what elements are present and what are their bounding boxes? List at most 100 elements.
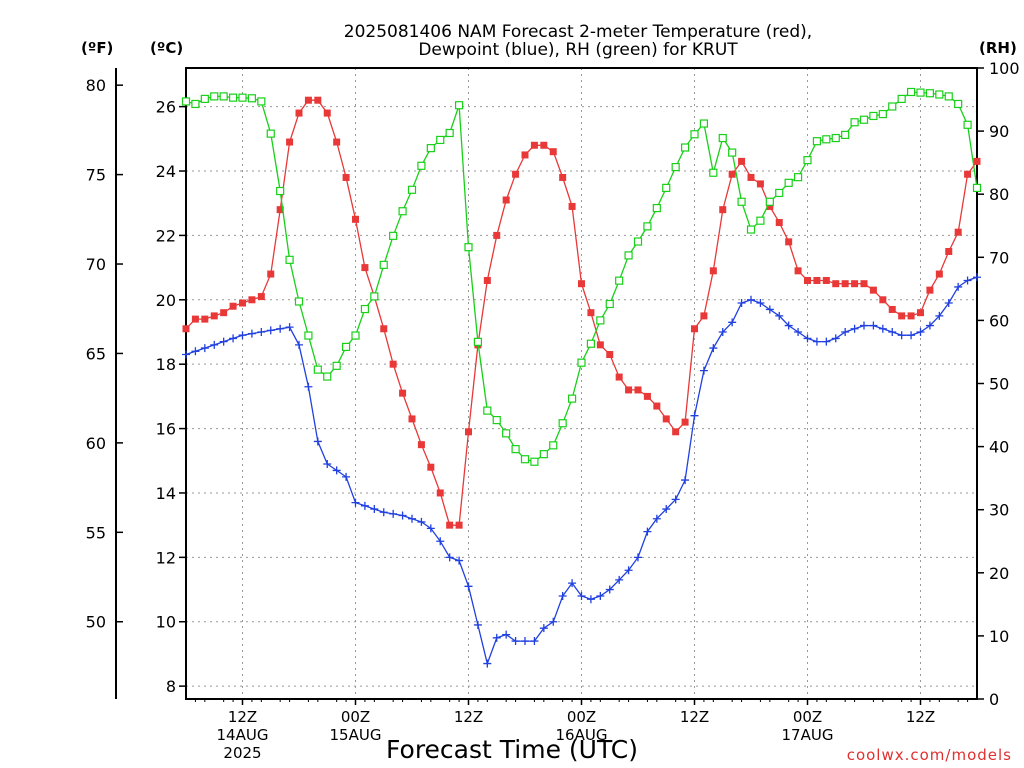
rh-point [972, 183, 982, 192]
rh-point [567, 394, 577, 403]
dewpoint-point [747, 295, 755, 304]
dewpoint-point [473, 620, 482, 629]
rh-point [539, 450, 548, 459]
temperature-point [879, 296, 887, 304]
chart-title-line-2: Dewpoint (blue), RH (green) for KRUT [418, 40, 738, 60]
rh-point [323, 372, 332, 381]
temperature-point [446, 521, 454, 529]
dewpoint-point [624, 566, 633, 575]
temperature-point [606, 351, 614, 359]
dewpoint-point [351, 498, 360, 507]
dewpoint-point [586, 595, 595, 604]
dewpoint-point [332, 466, 341, 475]
rh-point [897, 94, 906, 104]
rh-point [219, 92, 228, 101]
rh-tick-label: 90 [989, 122, 1009, 141]
temperature-point [794, 267, 802, 275]
temperature-point [540, 141, 548, 149]
dewpoint-point [775, 311, 784, 320]
dewpoint-point [426, 524, 435, 533]
temperature-point [436, 489, 444, 497]
rh-point [615, 276, 624, 285]
rh-point [520, 455, 530, 464]
dewpoint-point [436, 537, 445, 546]
temperature-point [257, 293, 265, 301]
temperature-point [869, 286, 877, 294]
fahrenheit-tick-label: 55 [86, 523, 106, 542]
temperature-point [408, 415, 416, 423]
temperature-point [239, 299, 246, 307]
rh-point [671, 162, 680, 172]
temperature-point [352, 215, 359, 223]
dewpoint-point [596, 591, 605, 600]
temperature-point [813, 276, 821, 284]
rh-tick-label: 0 [989, 690, 999, 709]
rh-tick-label: 60 [989, 311, 1009, 330]
dewpoint-point [229, 334, 238, 343]
fahrenheit-tick-label: 70 [86, 255, 106, 274]
temperature-point [427, 463, 435, 471]
rh-point [878, 109, 887, 119]
temperature-point [888, 305, 896, 313]
rh-point [247, 94, 257, 103]
chart-title-line-1: 2025081406 NAM Forecast 2-meter Temperat… [344, 22, 812, 42]
dewpoint-point [276, 324, 285, 333]
dewpoint-point [803, 334, 812, 343]
gridlines [186, 68, 977, 699]
rh-tick-label: 100 [989, 59, 1020, 78]
rh-point [643, 222, 652, 231]
rh-point [869, 111, 878, 121]
rh-point [558, 419, 567, 428]
rh-point [530, 457, 539, 466]
rh-point [662, 183, 671, 192]
rh-point [276, 186, 285, 196]
temperature-point [220, 309, 228, 317]
dewpoint-point [916, 327, 925, 336]
temperature-point [267, 270, 275, 278]
temperature-point [380, 325, 388, 333]
dewpoint-point [266, 326, 275, 335]
temperature-point [954, 228, 962, 236]
temperature-point [822, 276, 830, 284]
rh-point [944, 92, 953, 101]
dewpoint-point [417, 517, 426, 526]
rh-point [228, 93, 238, 102]
temperature-point [210, 312, 218, 320]
rh-point [765, 197, 774, 206]
dewpoint-point [370, 505, 379, 514]
rh-point [935, 90, 944, 99]
x-axis-label: Forecast Time (UTC) [386, 735, 638, 764]
temperature-point [493, 231, 501, 239]
rh-point [793, 173, 803, 182]
dewpoint-point [822, 337, 831, 346]
dewpoint-point [907, 331, 916, 340]
temperature-point [898, 312, 906, 320]
x-tick-label: 2025 [223, 744, 261, 762]
rh-point [906, 87, 916, 97]
plot-frame [185, 67, 978, 700]
rh-point [473, 337, 483, 346]
x-tick-label: 00Z [567, 708, 596, 726]
rh-point [718, 133, 727, 143]
dewpoint-point [841, 327, 850, 336]
temperature-point [851, 280, 859, 288]
temperature-point [399, 389, 407, 397]
rh-tick-label: 30 [989, 501, 1009, 520]
rh-tick-label: 80 [989, 185, 1009, 204]
rh-point [417, 161, 426, 170]
dewpoint-point [794, 327, 803, 336]
rh-point [586, 339, 596, 348]
x-tick-label: 17AUG [782, 726, 834, 744]
temperature-point [766, 202, 774, 210]
dewpoint-point [577, 591, 586, 600]
temperature-point [841, 280, 849, 288]
rh-point [680, 143, 690, 152]
dewpoint-point [464, 582, 473, 591]
rh-point [850, 118, 859, 127]
dewpoint-point [483, 659, 492, 668]
temperature-point [512, 170, 520, 178]
fahrenheit-tick-label: 60 [86, 434, 106, 453]
rh-point [737, 197, 746, 206]
x-tick-label: 15AUG [330, 726, 382, 744]
